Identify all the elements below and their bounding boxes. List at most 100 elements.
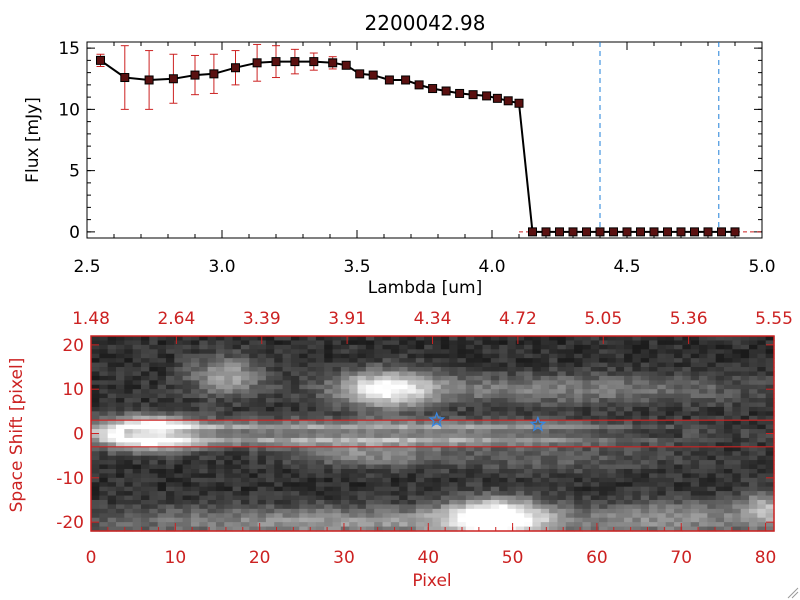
image-pixel xyxy=(649,349,658,355)
image-pixel xyxy=(365,517,375,523)
image-pixel xyxy=(357,460,367,466)
image-pixel xyxy=(140,380,150,386)
image-pixel xyxy=(199,389,209,395)
image-pixel xyxy=(657,406,667,412)
image-pixel xyxy=(407,451,417,457)
image-pixel xyxy=(115,499,125,506)
image-pixel xyxy=(657,513,667,519)
image-pixel xyxy=(515,349,525,355)
image-pixel xyxy=(265,482,275,488)
plot-frame xyxy=(86,41,763,239)
image-pixel xyxy=(190,477,200,483)
image-pixel xyxy=(407,437,417,443)
image-pixel xyxy=(507,358,517,364)
image-pixel xyxy=(507,340,517,346)
image-pixel xyxy=(207,398,217,404)
image-pixel xyxy=(115,429,125,435)
image-pixel xyxy=(115,446,125,452)
image-pixel xyxy=(690,424,700,430)
image-pixel xyxy=(390,526,400,532)
image-pixel xyxy=(499,499,509,506)
image-pixel xyxy=(132,336,142,342)
image-pixel xyxy=(482,517,492,523)
image-pixel xyxy=(532,424,542,430)
image-pixel xyxy=(224,433,234,439)
image-pixel xyxy=(149,344,159,350)
image-pixel xyxy=(465,393,475,399)
image-pixel xyxy=(190,442,200,448)
image-pixel xyxy=(349,389,359,395)
image-pixel xyxy=(607,420,617,426)
image-pixel xyxy=(390,371,400,377)
image-pixel xyxy=(440,486,450,492)
image-pixel xyxy=(190,460,200,466)
image-pixel xyxy=(474,455,484,461)
image-pixel xyxy=(482,499,492,506)
image-pixel xyxy=(190,486,200,492)
image-pixel xyxy=(340,375,350,381)
image-pixel xyxy=(215,473,225,479)
image-pixel xyxy=(674,455,683,461)
image-pixel xyxy=(757,442,767,448)
image-pixel xyxy=(240,362,250,368)
image-pixel xyxy=(649,429,658,435)
image-pixel xyxy=(274,344,284,350)
image-pixel xyxy=(449,460,459,466)
image-pixel xyxy=(524,353,534,359)
image-pixel xyxy=(740,380,750,386)
image-pixel xyxy=(482,464,492,470)
image-pixel xyxy=(290,477,300,483)
image-pixel xyxy=(140,451,150,457)
image-pixel xyxy=(407,477,417,483)
image-pixel xyxy=(540,340,550,346)
image-pixel xyxy=(374,442,384,448)
image-pixel xyxy=(749,499,758,506)
image-pixel xyxy=(282,402,292,408)
image-pixel xyxy=(99,380,109,386)
image-pixel xyxy=(124,402,134,408)
image-pixel xyxy=(465,371,475,377)
image-pixel xyxy=(724,468,733,474)
image-pixel xyxy=(740,398,750,404)
image-pixel xyxy=(324,371,334,377)
image-pixel xyxy=(249,526,259,532)
image-pixel xyxy=(357,482,367,488)
image-pixel xyxy=(290,353,300,359)
image-pixel xyxy=(474,473,484,479)
image-pixel xyxy=(249,504,259,510)
image-pixel xyxy=(182,389,192,395)
image-pixel xyxy=(682,340,692,346)
image-pixel xyxy=(240,522,250,528)
image-pixel xyxy=(765,513,775,519)
image-pixel xyxy=(340,362,350,368)
image-pixel xyxy=(424,468,434,474)
image-pixel xyxy=(232,424,242,430)
image-pixel xyxy=(440,362,450,368)
image-pixel xyxy=(107,491,117,497)
image-pixel xyxy=(699,446,708,452)
image-pixel xyxy=(257,389,267,395)
image-pixel xyxy=(607,517,617,523)
image-pixel xyxy=(557,406,567,412)
image-pixel xyxy=(190,420,200,426)
image-pixel xyxy=(240,460,250,466)
image-pixel xyxy=(165,358,175,364)
image-pixel xyxy=(340,504,350,510)
image-pixel xyxy=(724,371,733,377)
image-pixel xyxy=(599,491,609,497)
image-pixel xyxy=(490,517,500,523)
image-pixel xyxy=(165,517,175,523)
image-pixel xyxy=(115,353,125,359)
image-pixel xyxy=(507,371,517,377)
image-pixel xyxy=(365,526,375,532)
image-pixel xyxy=(107,455,117,461)
image-pixel xyxy=(365,367,375,373)
image-pixel xyxy=(590,429,600,435)
image-pixel xyxy=(282,499,292,506)
image-pixel xyxy=(207,380,217,386)
image-pixel xyxy=(724,340,733,346)
image-pixel xyxy=(224,424,234,430)
image-pixel xyxy=(240,513,250,519)
image-pixel xyxy=(582,517,592,523)
image-pixel xyxy=(240,451,250,457)
